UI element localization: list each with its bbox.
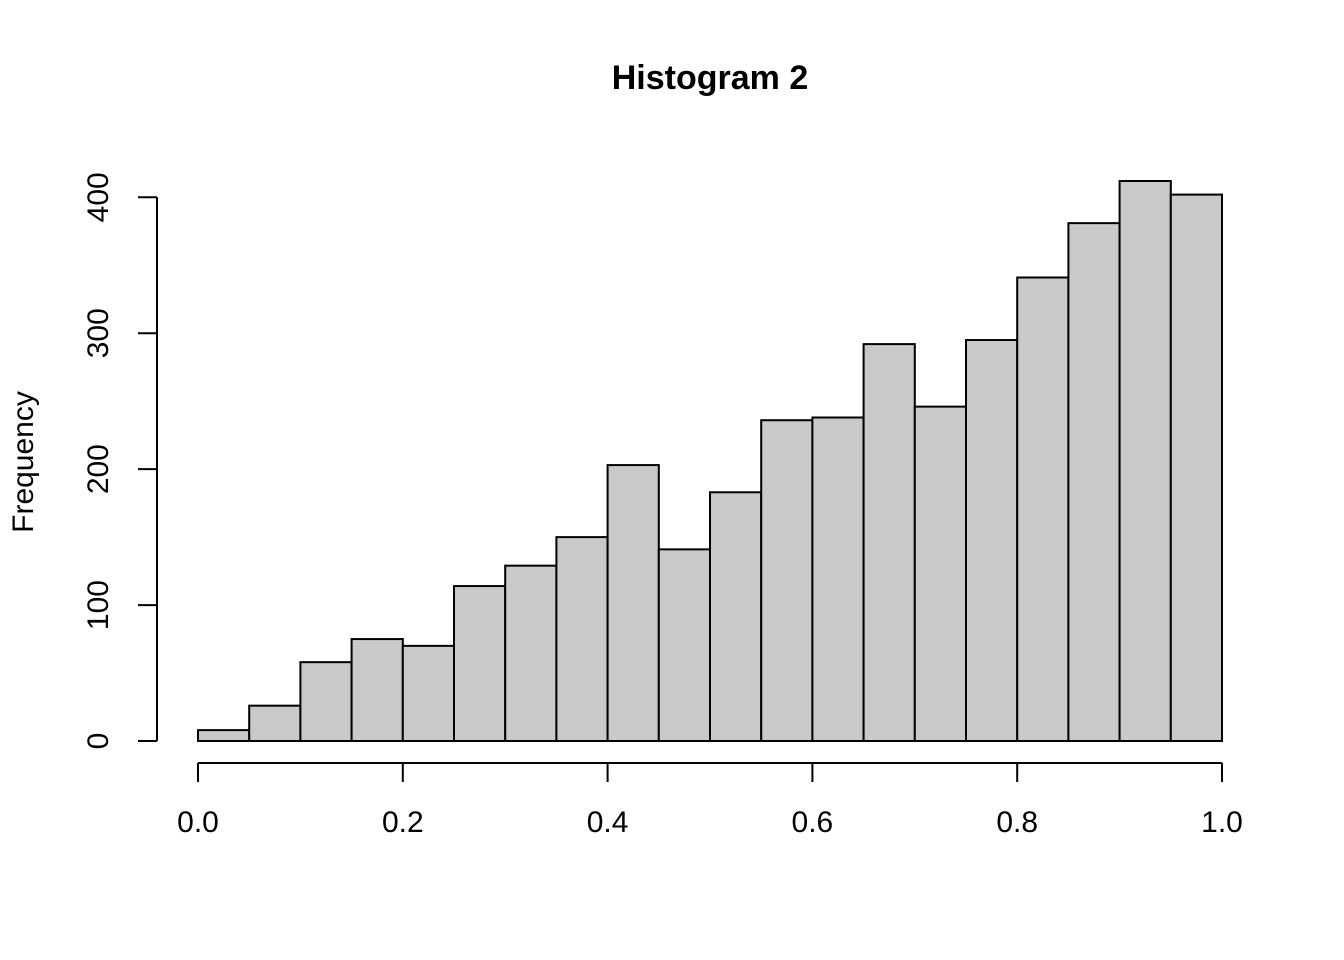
chart-title: Histogram 2 <box>612 59 809 97</box>
bar <box>197 729 251 743</box>
bar <box>248 704 302 743</box>
x-tick-label: 0.4 <box>587 806 629 839</box>
y-tick-label: 400 <box>82 172 115 222</box>
bar <box>1169 193 1224 743</box>
bar <box>1067 222 1121 742</box>
bar <box>965 339 1019 742</box>
x-tick-label: 0.6 <box>792 806 834 839</box>
x-tick-label: 0.2 <box>382 806 424 839</box>
x-tick-label: 1.0 <box>1201 806 1243 839</box>
bar <box>453 585 507 742</box>
bar <box>709 491 763 743</box>
bar <box>555 536 609 743</box>
bar <box>401 644 455 742</box>
bar <box>1016 276 1070 742</box>
y-axis-label: Frequency <box>7 391 40 533</box>
bar <box>299 661 353 742</box>
bar <box>862 343 916 742</box>
bar <box>657 548 711 742</box>
y-tick-label: 300 <box>82 308 115 358</box>
y-tick-label: 100 <box>82 580 115 630</box>
bar <box>350 638 404 742</box>
bar <box>760 419 814 742</box>
bar <box>913 405 967 742</box>
x-tick-label: 0.8 <box>996 806 1038 839</box>
x-tick-label: 0.0 <box>177 806 219 839</box>
y-tick-label: 0 <box>82 733 115 750</box>
bar <box>1118 180 1172 742</box>
y-tick-label: 200 <box>82 444 115 494</box>
bar <box>606 464 660 742</box>
bar <box>811 416 865 742</box>
bar <box>504 564 558 743</box>
